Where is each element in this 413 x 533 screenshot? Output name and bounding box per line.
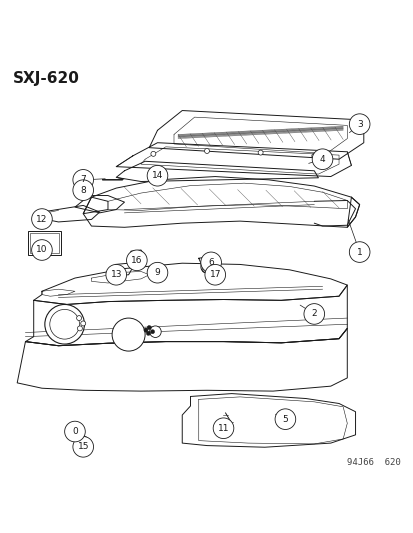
Circle shape <box>69 425 77 434</box>
Circle shape <box>106 264 126 285</box>
Circle shape <box>204 149 209 154</box>
Circle shape <box>73 437 93 457</box>
Circle shape <box>349 114 369 134</box>
Text: 6: 6 <box>208 258 214 267</box>
Circle shape <box>147 165 167 186</box>
Text: 2: 2 <box>311 310 316 318</box>
Circle shape <box>274 409 295 430</box>
Circle shape <box>81 321 85 326</box>
Text: 17: 17 <box>209 270 221 279</box>
Circle shape <box>73 169 93 190</box>
Text: 3: 3 <box>356 119 362 128</box>
Bar <box>29 233 59 253</box>
Circle shape <box>213 418 233 439</box>
Circle shape <box>147 326 151 329</box>
Text: 8: 8 <box>80 185 86 195</box>
Text: 1: 1 <box>356 247 362 256</box>
Circle shape <box>150 329 154 334</box>
Text: 10: 10 <box>36 246 47 254</box>
Text: 7: 7 <box>80 175 86 184</box>
Text: 5: 5 <box>282 415 287 424</box>
Circle shape <box>146 332 150 335</box>
Text: 16: 16 <box>131 256 142 265</box>
Text: 4: 4 <box>319 155 325 164</box>
Circle shape <box>112 318 145 351</box>
Circle shape <box>150 151 155 156</box>
Circle shape <box>258 150 263 155</box>
Circle shape <box>149 326 161 337</box>
Circle shape <box>76 435 88 447</box>
Circle shape <box>126 250 147 271</box>
Circle shape <box>31 209 52 229</box>
Text: 15: 15 <box>77 442 89 451</box>
Circle shape <box>73 180 93 200</box>
Text: 0: 0 <box>72 427 78 436</box>
Text: 12: 12 <box>36 215 47 223</box>
Text: 14: 14 <box>152 171 163 180</box>
Text: 11: 11 <box>217 424 229 433</box>
Circle shape <box>152 265 162 276</box>
Circle shape <box>311 154 316 158</box>
Circle shape <box>204 264 225 285</box>
Circle shape <box>77 326 82 331</box>
Circle shape <box>45 304 84 344</box>
Circle shape <box>144 328 147 332</box>
Text: 94J66  620: 94J66 620 <box>347 458 400 466</box>
Circle shape <box>50 310 79 339</box>
Circle shape <box>76 316 81 320</box>
Circle shape <box>31 240 52 260</box>
Circle shape <box>349 242 369 262</box>
Bar <box>27 231 61 255</box>
Text: 9: 9 <box>154 268 160 277</box>
Circle shape <box>64 421 85 442</box>
Text: SXJ-620: SXJ-620 <box>13 70 80 85</box>
Circle shape <box>154 268 159 273</box>
Circle shape <box>311 149 332 169</box>
Circle shape <box>200 252 221 273</box>
Text: 13: 13 <box>110 270 122 279</box>
Circle shape <box>303 304 324 324</box>
Circle shape <box>147 262 167 283</box>
